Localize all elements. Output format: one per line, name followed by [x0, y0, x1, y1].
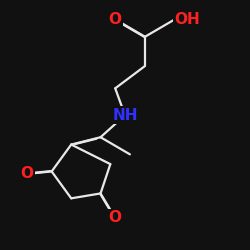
- Text: O: O: [21, 166, 34, 182]
- Text: O: O: [109, 12, 122, 28]
- Text: O: O: [109, 210, 122, 226]
- Text: NH: NH: [112, 108, 138, 123]
- Text: OH: OH: [174, 12, 200, 28]
